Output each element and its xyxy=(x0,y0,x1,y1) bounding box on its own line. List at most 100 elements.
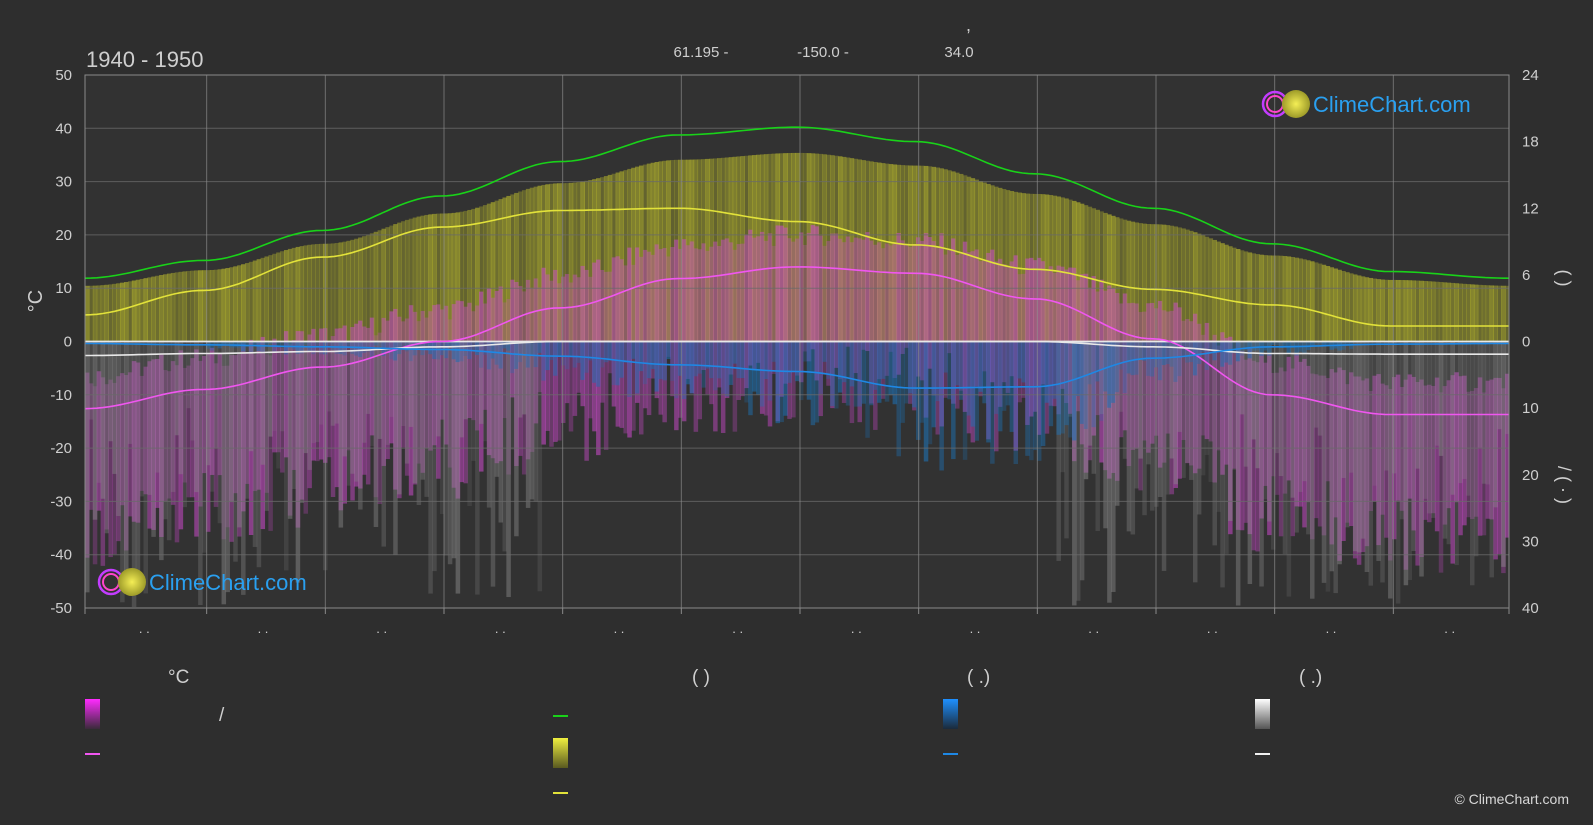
sunshine-day-bar xyxy=(1485,285,1491,342)
snow-day-bar xyxy=(479,341,484,424)
sunshine-day-bar xyxy=(1079,203,1085,342)
precipitation-day-bar xyxy=(295,341,301,354)
temperature-day-bar xyxy=(1395,374,1401,501)
temperature-day-bar xyxy=(1173,302,1178,489)
snow-day-bar xyxy=(1075,341,1081,601)
snow-day-bar xyxy=(1407,341,1413,581)
sunshine-day-bar xyxy=(463,210,468,342)
sunshine-day-bar xyxy=(884,163,890,342)
temperature-day-bar xyxy=(1165,311,1171,434)
brand-name-bottom: ClimeChart.com xyxy=(149,570,307,595)
precipitation-day-bar xyxy=(1251,341,1257,351)
temperature-day-bar xyxy=(869,240,874,404)
precipitation-day-bar xyxy=(475,341,480,355)
precipitation-day-bar xyxy=(447,341,453,347)
temperature-day-bar xyxy=(923,233,929,418)
sunshine-day-bar xyxy=(237,265,242,342)
temperature-day-bar xyxy=(978,261,983,397)
temperature-day-bar xyxy=(131,361,137,522)
precipitation-day-bar xyxy=(876,341,882,403)
precipitation-day-bar xyxy=(560,341,566,366)
temperature-day-bar xyxy=(350,327,355,501)
sunshine-day-bar xyxy=(533,186,539,342)
temperature-day-bar xyxy=(705,250,710,395)
snow-day-bar xyxy=(1243,341,1249,467)
precipitation-day-bar xyxy=(580,341,585,380)
precipitation-day-bar xyxy=(1196,341,1202,364)
sunshine-day-bar xyxy=(166,273,172,342)
temperature-day-bar xyxy=(338,328,344,511)
sunshine-day-bar xyxy=(1192,232,1198,342)
sunshine-day-bar xyxy=(1208,238,1214,342)
temperature-day-bar xyxy=(393,308,398,490)
sunshine-day-bar xyxy=(1091,208,1097,342)
temperature-day-bar xyxy=(1013,255,1019,451)
snow-day-bar xyxy=(233,341,238,562)
snow-day-bar xyxy=(1368,341,1374,586)
precipitation-day-bar xyxy=(221,341,227,344)
sunshine-day-bar xyxy=(217,269,223,342)
precipitation-day-bar xyxy=(1107,341,1112,408)
temperature-day-bar xyxy=(1376,374,1381,546)
precipitation-day-bar xyxy=(1204,341,1210,370)
sunshine-day-bar xyxy=(1477,284,1483,342)
temperature-day-bar xyxy=(1216,345,1221,451)
temperature-day-bar xyxy=(217,353,223,476)
snow-day-bar xyxy=(248,341,254,452)
sunshine-day-bar xyxy=(1048,195,1054,342)
temperature-day-bar xyxy=(155,359,160,508)
snow-day-bar xyxy=(1072,341,1077,606)
sunshine-day-bar xyxy=(705,158,710,342)
sunshine-day-bar xyxy=(935,167,940,342)
precipitation-day-bar xyxy=(826,341,831,379)
temperature-day-bar xyxy=(752,237,757,370)
temperature-day-bar xyxy=(658,249,663,415)
snow-day-bar xyxy=(1204,341,1210,455)
snow-day-bar xyxy=(256,341,262,568)
snow-day-bar xyxy=(326,341,332,412)
precipitation-day-bar xyxy=(1274,341,1280,346)
temperature-day-bar xyxy=(1294,354,1299,507)
precipitation-day-bar xyxy=(1103,341,1108,392)
snow-day-bar xyxy=(1411,341,1416,551)
temperature-day-bar xyxy=(159,354,164,537)
sunshine-day-bar xyxy=(619,171,624,342)
sunshine-day-bar xyxy=(908,165,913,342)
temperature-day-bar xyxy=(112,382,117,555)
temperature-day-bar xyxy=(1177,307,1182,479)
sunshine-day-bar xyxy=(767,153,773,342)
sunshine-day-bar xyxy=(326,243,332,342)
temperature-day-bar xyxy=(1384,385,1389,538)
sunshine-day-bar xyxy=(588,179,593,342)
month-tick-label: . . xyxy=(851,621,862,636)
sunshine-day-bar xyxy=(1388,279,1393,342)
sunshine-day-bar xyxy=(717,158,722,342)
sunshine-day-bar xyxy=(888,164,894,342)
precipitation-day-bar xyxy=(978,341,983,392)
sunshine-day-bar xyxy=(143,278,149,342)
sunshine-day-bar xyxy=(736,156,742,342)
snow-day-bar xyxy=(338,341,344,528)
snow-day-bar xyxy=(229,341,234,503)
temperature-day-bar xyxy=(1481,392,1487,536)
sunshine-day-bar xyxy=(720,157,726,342)
precipitation-day-bar xyxy=(724,341,730,397)
snow-day-bar xyxy=(510,341,515,450)
precipitation-day-bar xyxy=(1099,341,1104,421)
temperature-day-bar xyxy=(717,245,722,388)
snow-day-bar xyxy=(1228,341,1233,521)
sunshine-day-bar xyxy=(662,160,667,342)
snow-day-bar xyxy=(369,341,375,447)
right-top-tick-label: 24 xyxy=(1522,67,1539,84)
snow-day-bar xyxy=(182,341,188,508)
precipitation-day-bar xyxy=(1044,341,1050,403)
sunshine-day-bar xyxy=(283,250,289,342)
month-tick-label: . . xyxy=(1444,621,1455,636)
precipitation-day-bar xyxy=(845,341,851,406)
precipitation-day-bar xyxy=(619,341,624,378)
precipitation-day-bar xyxy=(865,341,870,438)
location-comma: , xyxy=(966,15,971,35)
sunshine-day-bar xyxy=(1376,279,1381,342)
snow-day-bar xyxy=(1103,341,1108,529)
precipitation-day-bar xyxy=(955,341,960,386)
